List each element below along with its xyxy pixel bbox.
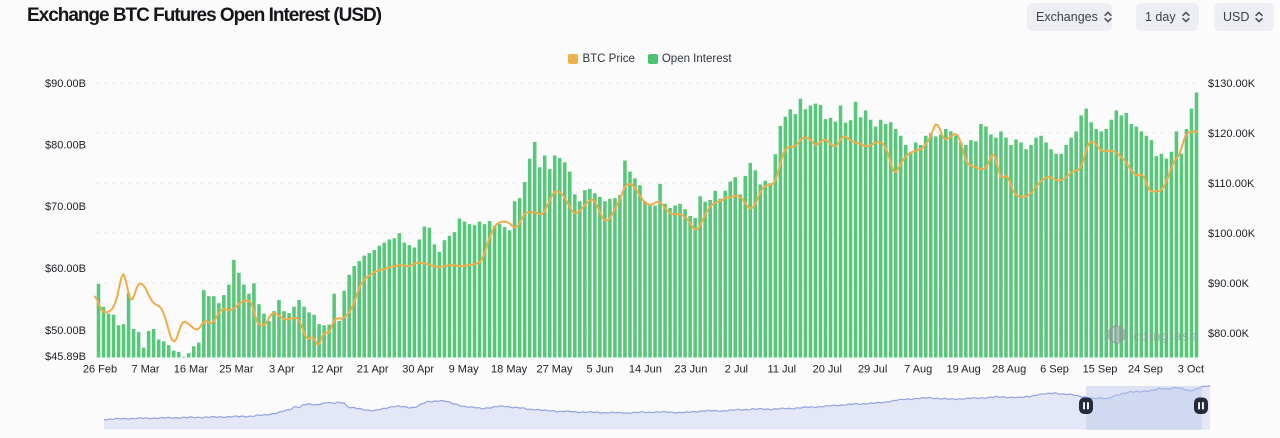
svg-text:$80.00B: $80.00B [45,139,86,151]
svg-text:12 Apr: 12 Apr [311,364,343,376]
svg-text:3 Apr: 3 Apr [269,364,295,376]
svg-text:5 Jun: 5 Jun [587,364,614,376]
svg-text:16 Mar: 16 Mar [174,364,209,376]
svg-text:26 Feb: 26 Feb [83,364,117,376]
svg-text:28 Aug: 28 Aug [992,364,1026,376]
svg-text:14 Jun: 14 Jun [629,364,662,376]
svg-text:11 Jul: 11 Jul [768,364,797,376]
svg-text:30 Apr: 30 Apr [402,364,434,376]
svg-text:18 May: 18 May [491,364,528,376]
svg-text:15 Sep: 15 Sep [1083,364,1118,376]
svg-text:20 Jul: 20 Jul [813,364,842,376]
svg-text:3 Oct: 3 Oct [1178,364,1204,376]
svg-text:25 Mar: 25 Mar [219,364,254,376]
svg-text:$110.00K: $110.00K [1208,178,1255,190]
svg-text:2 Jul: 2 Jul [725,364,748,376]
svg-text:7 Mar: 7 Mar [131,364,159,376]
svg-text:$120.00K: $120.00K [1208,128,1256,140]
svg-text:24 Sep: 24 Sep [1128,364,1163,376]
svg-text:$130.00K: $130.00K [1208,78,1256,90]
svg-text:21 Apr: 21 Apr [357,364,389,376]
svg-text:coinglass: coinglass [1133,329,1197,344]
svg-text:7 Aug: 7 Aug [904,364,932,376]
svg-text:29 Jul: 29 Jul [858,364,887,376]
svg-text:$80.00K: $80.00K [1208,328,1250,340]
svg-text:$60.00B: $60.00B [45,263,86,275]
svg-text:19 Aug: 19 Aug [946,364,980,376]
svg-text:$45.89B: $45.89B [45,351,86,363]
svg-text:9 May: 9 May [449,364,479,376]
svg-text:$70.00B: $70.00B [45,201,86,213]
svg-text:23 Jun: 23 Jun [674,364,707,376]
svg-text:6 Sep: 6 Sep [1040,364,1069,376]
svg-text:$100.00K: $100.00K [1208,228,1256,240]
svg-text:$90.00K: $90.00K [1208,278,1250,290]
svg-text:$50.00B: $50.00B [45,325,86,337]
svg-text:$90.00B: $90.00B [45,78,86,90]
svg-text:27 May: 27 May [536,364,573,376]
